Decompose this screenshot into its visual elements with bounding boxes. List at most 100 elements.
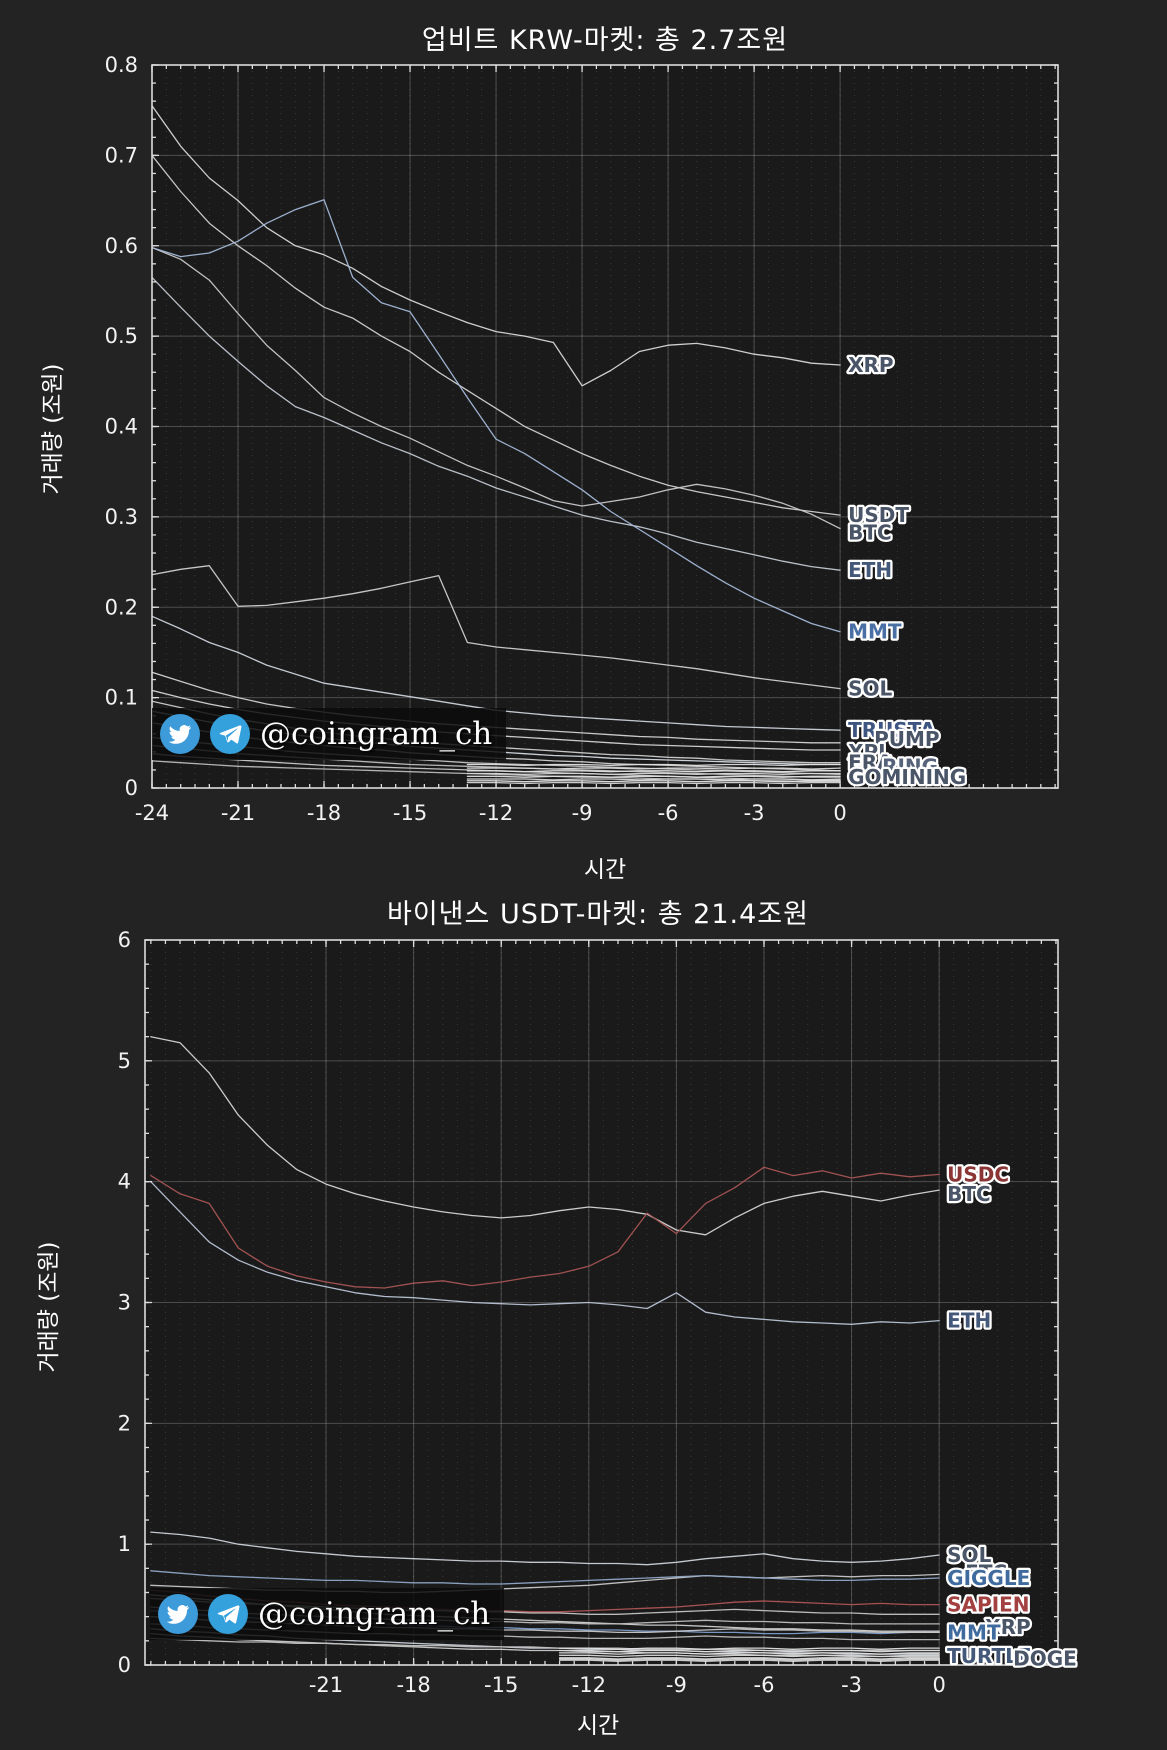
x-axis-label-binance: 시간	[576, 1713, 620, 1739]
series-label-ETH: ETH	[848, 558, 892, 582]
series-label-BTC: BTC	[848, 521, 892, 545]
y-tick-label: 0.2	[105, 595, 138, 619]
series-label-MMT: MMT	[947, 1620, 1001, 1644]
twitter-bird-glyph	[166, 1605, 189, 1624]
y-tick-label: 0.6	[105, 234, 138, 258]
x-tick-label: -9	[666, 1673, 687, 1697]
chart-title-upbit: 업비트 KRW-마켓: 총 2.7조원	[421, 25, 789, 56]
series-line-short-1	[558, 1647, 940, 1650]
series-line-BTC	[150, 1036, 940, 1236]
series-line-short-4	[558, 1654, 940, 1658]
series-line-MMT	[152, 199, 841, 633]
y-tick-label: 0.5	[105, 324, 138, 348]
series-line-ETH	[150, 1181, 940, 1325]
series-group	[152, 105, 841, 785]
series-line-short-7	[466, 780, 841, 783]
series-label-GOMINING: GOMINING	[848, 765, 966, 789]
series-line-GIGGLE	[150, 1570, 940, 1585]
series-label-SAPIEN: SAPIEN	[947, 1593, 1029, 1617]
x-tick-label: -6	[754, 1673, 775, 1697]
watermark-handle: @coingram_ch	[260, 716, 493, 752]
series-label-PUMP: PUMP	[874, 727, 939, 751]
series-label-RING: RING	[882, 755, 938, 779]
x-tick-label: -12	[572, 1673, 606, 1697]
series-label-XRP: XRP	[848, 353, 893, 377]
series-line-short-2	[558, 1649, 940, 1653]
x-tick-label: -18	[307, 801, 341, 825]
series-label-XPL: XPL	[848, 740, 891, 764]
series-line-short-6	[466, 778, 841, 781]
y-tick-label: 4	[118, 1170, 131, 1194]
series-line-short-1	[466, 763, 841, 767]
y-tick-label: 0.7	[105, 143, 138, 167]
x-tick-label: -3	[841, 1673, 862, 1697]
series-label-ETC: ETC	[965, 1560, 1007, 1584]
series-line-SOL	[152, 565, 841, 690]
y-tick-label: 0	[118, 1653, 131, 1677]
series-line-short-3	[466, 770, 841, 773]
y-tick-label: 6	[118, 928, 131, 952]
telegram-icon	[208, 1594, 248, 1634]
x-tick-label: -15	[484, 1673, 518, 1697]
series-line-short-7	[558, 1659, 940, 1663]
telegram-icon	[210, 714, 250, 754]
series-label-TURTLE: TURTLE	[947, 1644, 1031, 1668]
y-tick-label: 1	[118, 1532, 131, 1556]
watermark-upbit: @coingram_ch	[152, 708, 507, 760]
y-tick-label: 0.3	[105, 505, 138, 529]
series-label-SOL: SOL	[947, 1543, 991, 1567]
series-line-USDC	[150, 1166, 940, 1289]
series-line-USDT	[152, 154, 841, 516]
x-tick-label: -12	[479, 801, 513, 825]
x-axis-label-upbit: 시간	[583, 857, 627, 883]
series-label-USDC: USDC	[947, 1162, 1009, 1186]
series-label-XRP: XRP	[985, 1615, 1030, 1639]
series-line-XRP	[152, 105, 841, 387]
watermark-binance: @coingram_ch	[150, 1588, 505, 1640]
series-line-short-2	[466, 767, 841, 770]
y-tick-label: 3	[118, 1291, 131, 1315]
y-tick-label: 0.4	[105, 415, 138, 439]
series-label-SOL: SOL	[848, 677, 892, 701]
x-tick-label: 0	[833, 801, 846, 825]
series-line-short-5	[466, 775, 841, 778]
plot-background	[145, 940, 1058, 1665]
series-label-MMT: MMT	[848, 620, 902, 644]
x-tick-label: -15	[393, 801, 427, 825]
series-label-BTC: BTC	[947, 1182, 991, 1206]
x-tick-label: -24	[135, 801, 169, 825]
telegram-plane-glyph	[219, 725, 242, 744]
x-tick-label: -3	[744, 801, 765, 825]
series-label-ERA: ERA	[848, 751, 893, 775]
twitter-icon	[158, 1594, 198, 1634]
x-tick-label: -21	[221, 801, 255, 825]
x-tick-label: 0	[932, 1673, 945, 1697]
chart-title-binance: 바이낸스 USDT-마켓: 총 21.4조원	[387, 899, 809, 930]
plot-background	[152, 65, 1058, 788]
x-tick-label: -21	[309, 1673, 343, 1697]
series-label-TRUSTA: TRUSTA	[848, 718, 936, 742]
series-line-short-8	[466, 781, 841, 785]
series-label-DOGE: DOGE	[1013, 1647, 1077, 1671]
series-line-ETH	[152, 276, 841, 571]
y-tick-label: 0.8	[105, 53, 138, 77]
y-tick-label: 0	[125, 776, 138, 800]
series-line-short-6	[558, 1658, 940, 1661]
series-line-SOL	[150, 1531, 940, 1566]
y-tick-label: 0.1	[105, 686, 138, 710]
x-tick-label: -18	[396, 1673, 430, 1697]
series-label-ETH: ETH	[947, 1309, 991, 1333]
series-label-GIGGLE: GIGGLE	[947, 1566, 1030, 1590]
x-tick-label: -9	[572, 801, 593, 825]
series-line-short-3	[558, 1652, 940, 1655]
series-label-USDT: USDT	[848, 503, 909, 527]
chart-canvas-upbit: -24 -21 -18 -15 -12 -9 -6 -3 0 0 0.1 0.2 0.3 0.4 0.5 0.…	[105, 53, 1059, 825]
series-line-BTC	[152, 246, 841, 530]
y-tick-label: 5	[118, 1049, 131, 1073]
series-line-short-4	[466, 772, 841, 776]
twitter-icon	[160, 714, 200, 754]
x-tick-label: -6	[658, 801, 679, 825]
telegram-plane-glyph	[217, 1605, 240, 1624]
